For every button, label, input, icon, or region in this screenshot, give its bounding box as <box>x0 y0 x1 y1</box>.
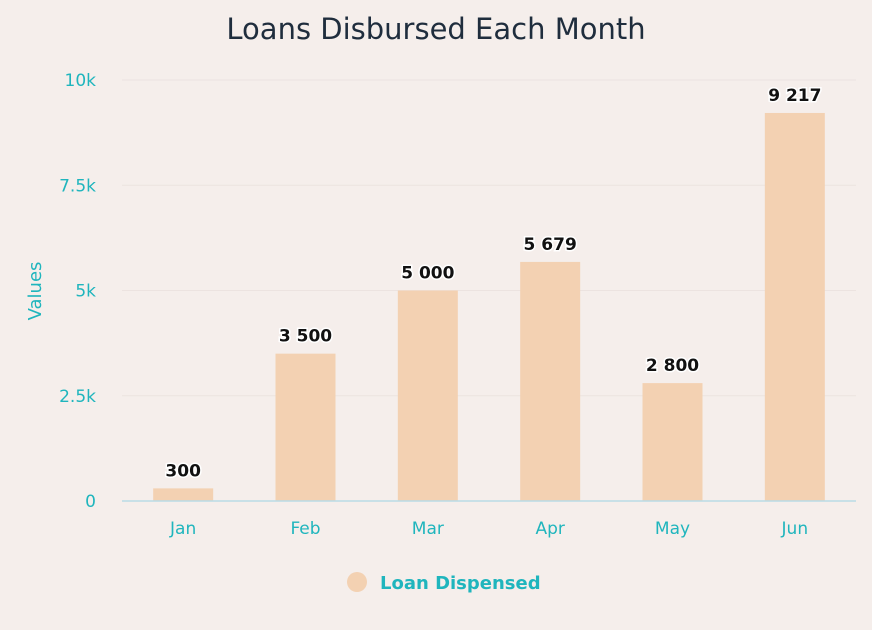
x-tick-label-may: May <box>655 519 690 539</box>
legend-label-loan-dispensed[interactable]: Loan Dispensed <box>380 573 541 594</box>
y-axis-ticks: 0 2.5k 5k 7.5k 10k <box>59 71 96 512</box>
bar-jan[interactable] <box>153 488 214 501</box>
bar-mar[interactable] <box>397 290 458 502</box>
data-label-apr: 5 679 <box>524 235 577 255</box>
y-axis-title: Values <box>25 262 46 321</box>
x-tick-label-jun: Jun <box>781 519 809 539</box>
y-tick-label: 7.5k <box>59 176 96 196</box>
x-tick-label-feb: Feb <box>290 519 320 539</box>
bar-apr[interactable] <box>520 261 581 501</box>
y-tick-label: 10k <box>65 71 97 91</box>
y-tick-label: 2.5k <box>59 387 96 407</box>
x-tick-label-jan: Jan <box>169 519 196 539</box>
data-label-jan: 300 <box>165 461 201 481</box>
data-label-feb: 3 500 <box>279 327 332 347</box>
data-labels: 300 3 500 5 000 5 679 2 800 9 217 <box>164 84 823 482</box>
bars <box>153 112 825 502</box>
legend[interactable]: Loan Dispensed <box>347 572 541 594</box>
y-tick-label: 0 <box>85 492 96 512</box>
bar-may[interactable] <box>642 383 703 501</box>
grid-lines <box>122 79 856 397</box>
x-axis-ticks: Jan Feb Mar Apr May Jun <box>169 519 808 539</box>
x-tick-label-mar: Mar <box>412 519 444 539</box>
data-label-mar: 5 000 <box>401 264 454 284</box>
y-tick-label: 5k <box>75 282 96 302</box>
x-tick-label-apr: Apr <box>535 519 564 539</box>
bar-jun[interactable] <box>764 112 825 502</box>
data-label-may: 2 800 <box>646 356 699 376</box>
data-label-jun: 9 217 <box>768 86 821 106</box>
bar-feb[interactable] <box>275 353 336 501</box>
chart-title: Loans Disbursed Each Month <box>226 12 646 46</box>
legend-marker-loan-dispensed[interactable] <box>347 572 367 592</box>
